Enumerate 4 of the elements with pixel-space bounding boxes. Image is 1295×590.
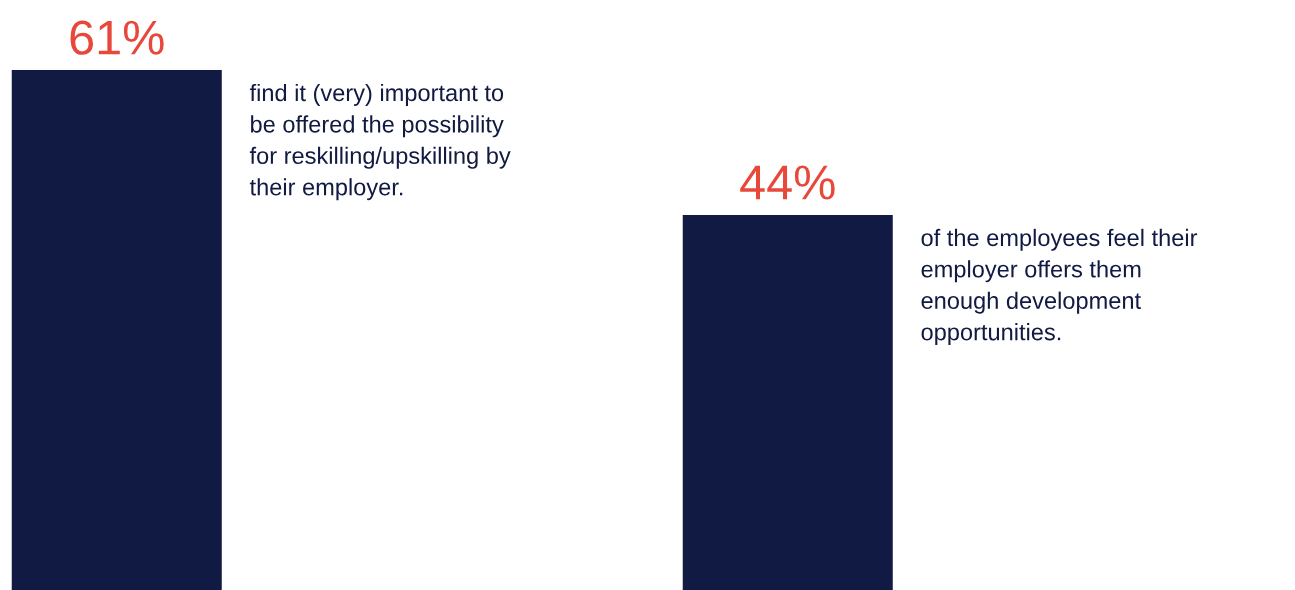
data-label: 44% (740, 165, 835, 200)
annotation: of the employees feel their employer offers them enough development opportunities. (921, 228, 1198, 346)
annotation: find it (very) important to be offered the possibility for reskilling/upskilling by their employer. (249, 83, 511, 201)
data-label: 61% (70, 20, 164, 55)
